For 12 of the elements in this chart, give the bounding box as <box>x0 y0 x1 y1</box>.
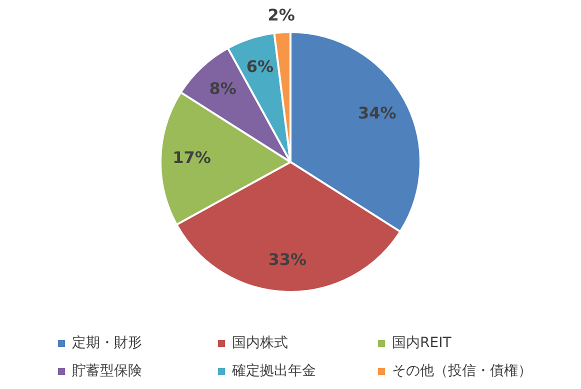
data-label: 17% <box>172 148 211 168</box>
legend-label: 確定拠出年金 <box>232 362 316 380</box>
data-label: 33% <box>268 250 307 269</box>
legend-label: 貯蓄型保険 <box>72 362 142 380</box>
data-label: 6% <box>246 57 274 76</box>
legend-label: 国内REIT <box>392 334 452 352</box>
data-label: 8% <box>209 79 236 98</box>
data-label: 2% <box>268 5 295 24</box>
legend-label: 定期・財形 <box>72 334 142 352</box>
legend-label: その他（投信・債権） <box>392 362 532 380</box>
data-label: 34% <box>358 104 396 123</box>
legend-label: 国内株式 <box>232 334 288 352</box>
